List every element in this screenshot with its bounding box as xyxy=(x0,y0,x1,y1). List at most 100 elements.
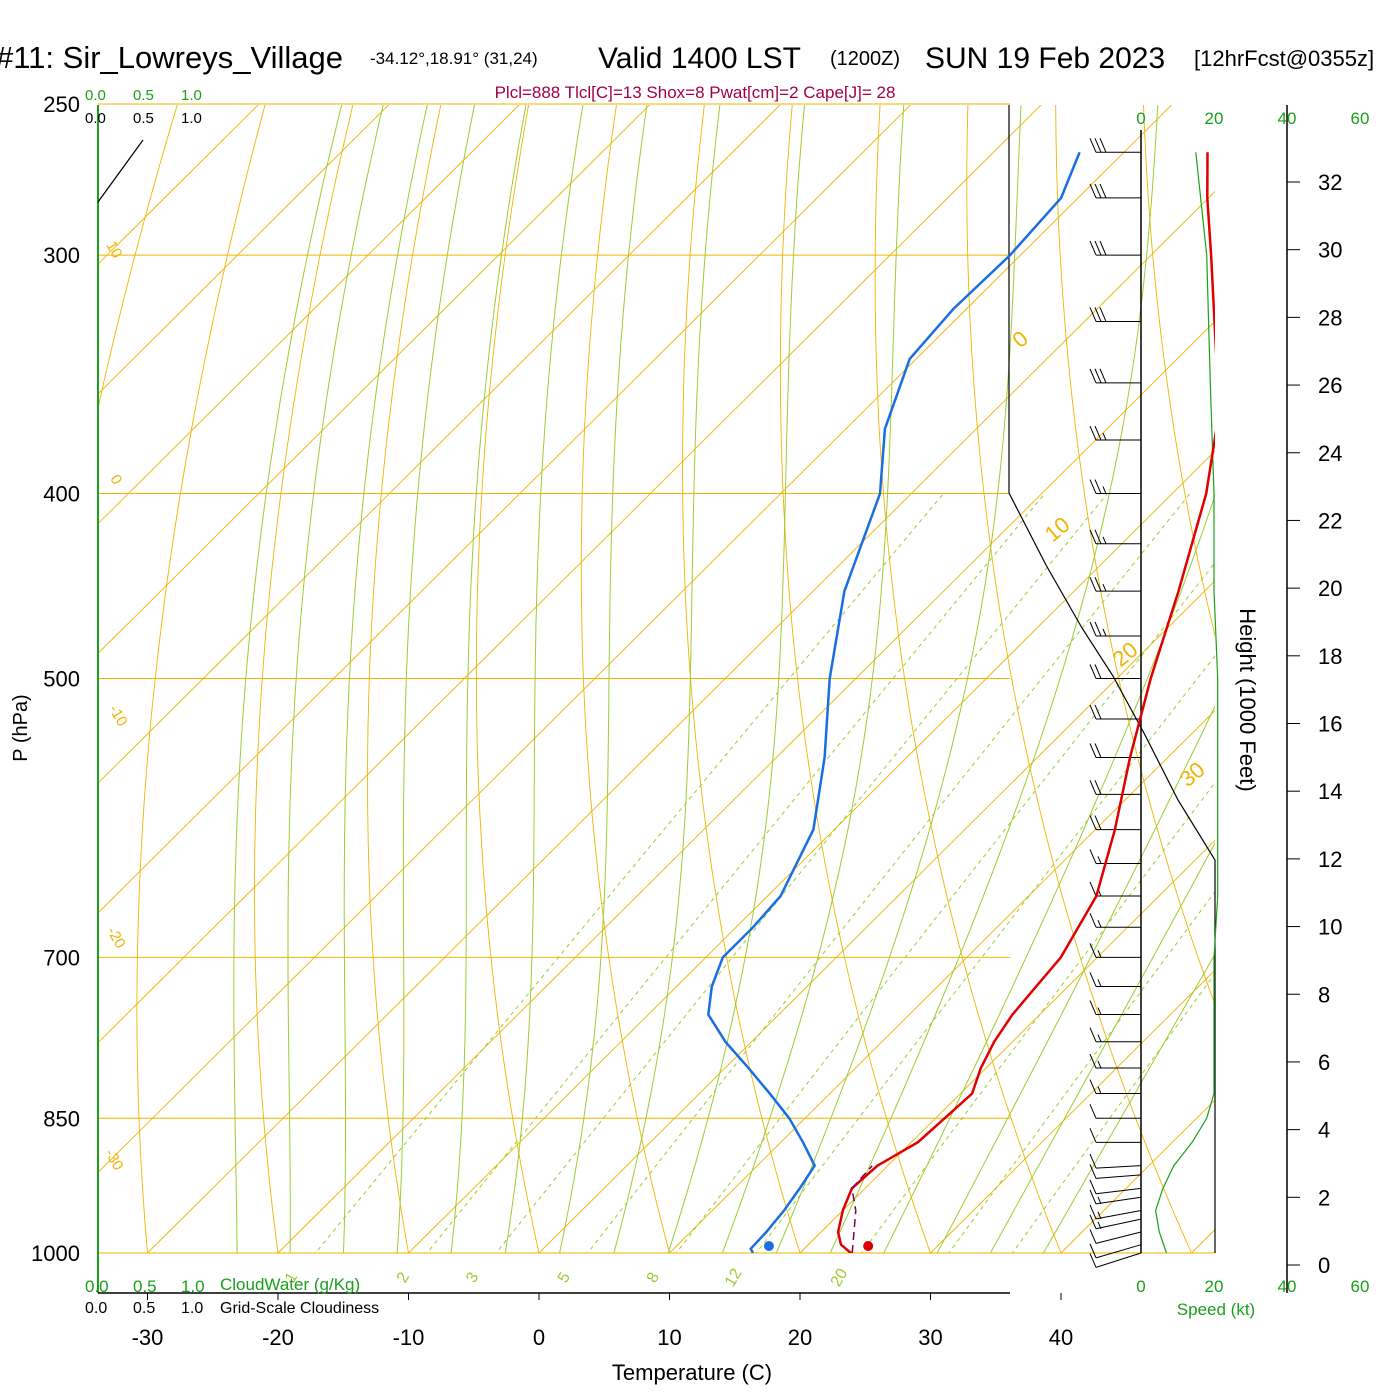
dry-adiabat-line xyxy=(98,105,178,411)
wind-barb-shaft xyxy=(1095,1209,1142,1220)
height-tick-label: 26 xyxy=(1318,373,1342,398)
wind-barb-flag xyxy=(1094,425,1102,441)
temperature-profile xyxy=(836,152,1215,1253)
wind-barb-flag xyxy=(1094,743,1102,758)
dry-adiabat-line xyxy=(254,105,354,1253)
wind-barb-flag xyxy=(1089,849,1097,864)
wind-barb xyxy=(1089,849,1141,864)
moist-adiabat-line xyxy=(233,105,343,1253)
surface-dewpoint-marker xyxy=(763,1241,774,1251)
dry-adiabat-line xyxy=(580,105,670,1253)
mixing-ratio-line xyxy=(675,561,1215,1253)
dry-adiabat-line xyxy=(874,105,1062,1253)
wind-barb-half xyxy=(1102,432,1107,441)
profile-boundary-line xyxy=(1008,105,1216,1253)
wind-barb-flag xyxy=(1094,780,1102,795)
height-tick-label: 8 xyxy=(1318,982,1330,1007)
wind-barb-flag xyxy=(1089,1104,1097,1119)
wind-barb xyxy=(1089,307,1141,322)
height-tick-label: 30 xyxy=(1318,238,1342,263)
dry-adiabat-line xyxy=(1055,105,1215,1006)
dewpoint-profile xyxy=(707,151,1081,1253)
height-tick-label: 22 xyxy=(1318,508,1342,533)
wind-barb xyxy=(1089,1164,1142,1179)
wind-barb-shaft xyxy=(1095,1252,1142,1268)
surface-temperature-marker xyxy=(863,1241,874,1251)
isotherm-line xyxy=(98,105,912,914)
pressure-ticks: 250 300 400 500 700 850 1000 xyxy=(31,92,80,1266)
isobars xyxy=(98,103,1215,1254)
forecast-label: [12hrFcst@0355z] xyxy=(1194,46,1374,71)
moist-adiabat-line xyxy=(989,842,1215,1253)
wind-barb-flag xyxy=(1094,529,1102,544)
mixing-ratio-label: 12 xyxy=(722,1266,746,1290)
isotherm-line xyxy=(147,190,1215,1253)
dry-adiabat-labels: 10 0 -10 -20 -30 0 10 20 30 xyxy=(101,238,1209,1173)
moist-adiabat-line xyxy=(613,105,721,1253)
dry-adiabat-label: -10 xyxy=(105,702,131,729)
wind-barb-half xyxy=(1097,856,1102,864)
dry-adiabat-line xyxy=(682,105,801,1253)
indices-line: Plcl=888 Tlcl[C]=13 Shox=8 Pwat[cm]=2 Ca… xyxy=(495,83,896,102)
wind-barb-flag xyxy=(1089,576,1097,592)
wind-barbs xyxy=(1089,138,1142,1268)
wind-barb-flag xyxy=(1099,368,1107,384)
speed-tick-top: 60 xyxy=(1351,109,1370,128)
wind-barb-flag xyxy=(1089,1204,1097,1220)
wind-barb-flag xyxy=(1089,972,1097,987)
speed-label: Speed (kt) xyxy=(1177,1300,1255,1319)
speed-tick-top: 20 xyxy=(1205,109,1224,128)
wind-barb-flag xyxy=(1094,183,1102,199)
wind-barb-half xyxy=(1102,536,1107,544)
speed-tick-bottom: 40 xyxy=(1278,1277,1297,1296)
cloud-scale-top-green-1: 0.5 xyxy=(133,87,154,104)
wind-barb-half xyxy=(1097,1196,1102,1205)
isotherm-line xyxy=(98,105,1173,1174)
wind-barb-shaft xyxy=(1095,1174,1142,1179)
wind-barb xyxy=(1089,479,1141,495)
x-tick-label: -30 xyxy=(132,1325,164,1350)
wind-barb-half xyxy=(1097,1211,1102,1220)
cloud-scale-bottom-green-0: 0.0 xyxy=(85,1277,109,1296)
moist-adiabat-line xyxy=(829,105,1159,1253)
dry-adiabat-right-label: 20 xyxy=(1108,637,1143,672)
isotherm-line xyxy=(98,105,1042,1044)
isotherm-line xyxy=(799,839,1215,1253)
wind-barb-half xyxy=(1097,950,1102,958)
dry-adiabat-line xyxy=(367,105,442,1253)
cloudiness-trace xyxy=(97,139,144,203)
wind-barb-flag xyxy=(1094,138,1102,153)
dry-adiabat-right-label: 30 xyxy=(1175,757,1210,792)
wind-barb-flag xyxy=(1089,479,1097,494)
mixing-ratio-line xyxy=(1011,972,1215,1253)
wind-barb-flag xyxy=(1089,943,1097,958)
cloud-scale-top: 0.0 0.5 1.0 0.0 0.5 1.0 xyxy=(85,87,202,203)
mixing-ratio-line xyxy=(755,655,1215,1253)
moist-adiabat-line xyxy=(287,105,384,1253)
cloud-scale-bottom-green-2: 1.0 xyxy=(181,1277,205,1296)
station-coords: -34.12°,18.91° (31,24) xyxy=(370,49,538,68)
wind-barb-shaft xyxy=(1095,1187,1142,1195)
wind-barb xyxy=(1089,1128,1141,1143)
cloud-scale-top-green-2: 1.0 xyxy=(181,87,202,104)
isotherm-line xyxy=(1060,1099,1215,1253)
moist-adiabats xyxy=(233,105,1215,1253)
moist-adiabat-line xyxy=(396,105,476,1253)
wind-barb-flag xyxy=(1094,576,1102,592)
wind-barb-flag xyxy=(1089,621,1097,637)
height-tick-label: 10 xyxy=(1318,915,1342,940)
wind-barb xyxy=(1089,743,1141,758)
wind-barb-half xyxy=(1097,1034,1102,1042)
wind-barb xyxy=(1089,368,1141,384)
pressure-tick-label: 500 xyxy=(43,667,80,692)
height-tick-label: 12 xyxy=(1318,847,1342,872)
wind-barb xyxy=(1089,972,1141,987)
wind-barb-half xyxy=(1097,1007,1102,1015)
height-tick-label: 14 xyxy=(1318,779,1342,804)
dry-adiabat-line xyxy=(475,105,540,1253)
dry-adiabat-right-label: 10 xyxy=(1040,512,1075,547)
speed-tick-top: 40 xyxy=(1278,109,1297,128)
x-tick-label: -10 xyxy=(393,1325,425,1350)
wind-barb-flag xyxy=(1094,307,1102,322)
